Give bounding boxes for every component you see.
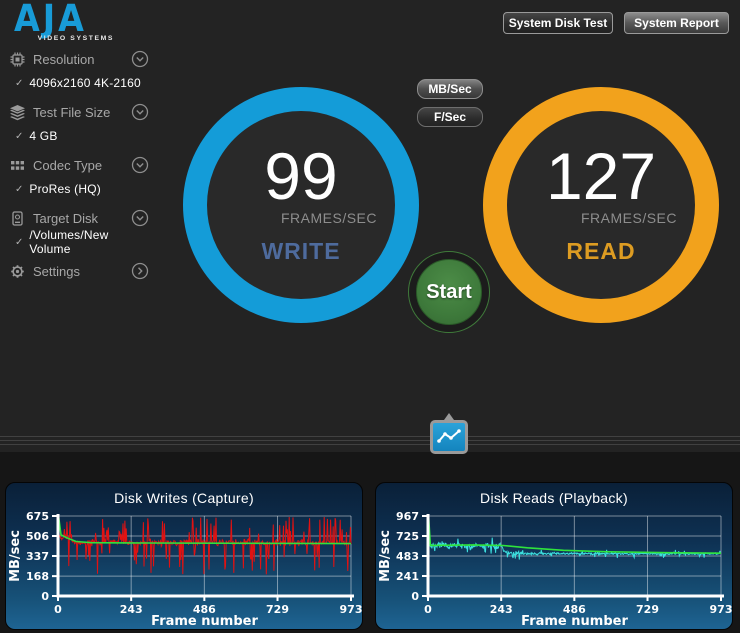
svg-text:506: 506: [26, 530, 49, 543]
svg-text:0: 0: [424, 603, 432, 616]
sidebar-item-label: Test File Size: [33, 104, 111, 120]
sidebar-item-test-file-size[interactable]: Test File Size: [9, 103, 149, 121]
sidebar-item-resolution[interactable]: Resolution: [9, 50, 149, 68]
checkmark-icon: ✓: [15, 236, 24, 248]
svg-text:Frame number: Frame number: [521, 614, 628, 629]
chip-icon: [9, 50, 29, 68]
f-per-sec-button[interactable]: F/Sec: [417, 107, 483, 127]
disk-writes-chart: 0 168 337 506 675 0 243 486 729 973 Frame number MB…: [8, 510, 363, 629]
disk-reads-chart: 0 241 483 725 967 0 243 486 729 973 Frame number MB…: [378, 510, 733, 629]
sidebar-item-target-disk[interactable]: Target Disk: [9, 209, 149, 227]
system-report-button[interactable]: System Report: [624, 12, 729, 34]
chevron-down-icon[interactable]: [131, 103, 149, 121]
read-gauge: 127 FRAMES/SEC READ: [483, 87, 719, 323]
svg-text:973: 973: [340, 603, 363, 616]
sidebar-item-label: Resolution: [33, 51, 95, 67]
svg-text:725: 725: [396, 530, 419, 543]
disk-reads-chart-title: Disk Reads (Playback): [480, 490, 628, 506]
svg-text:MB/sec: MB/sec: [8, 530, 23, 582]
chart-panel-toggle-button[interactable]: [430, 413, 468, 454]
target-disk-value: /Volumes/New Volume: [29, 228, 109, 256]
disk-icon: [9, 209, 29, 227]
svg-text:0: 0: [41, 590, 49, 603]
system-report-label: System Report: [634, 16, 719, 30]
disk-writes-chart-panel: Disk Writes (Capture) 0 168 337 506 675 0 243 4…: [5, 482, 363, 630]
chevron-down-icon[interactable]: [131, 50, 149, 68]
aja-logo-subtext: VIDEO SYSTEMS: [37, 35, 114, 42]
system-disk-test-button[interactable]: System Disk Test: [503, 12, 613, 34]
write-value: 99: [264, 139, 338, 213]
write-label: WRITE: [261, 238, 341, 264]
sidebar-item-label: Settings: [33, 263, 80, 279]
svg-text:483: 483: [396, 550, 419, 563]
disk-reads-chart-panel: Disk Reads (Playback) 0 241 483 725 967 0 243 4…: [375, 482, 733, 630]
svg-text:168: 168: [26, 570, 49, 583]
f-per-sec-label: F/Sec: [433, 110, 466, 124]
svg-text:729: 729: [636, 603, 659, 616]
chevron-down-icon[interactable]: [131, 156, 149, 174]
read-unit: FRAMES/SEC: [580, 210, 677, 226]
read-label: READ: [566, 238, 636, 264]
svg-text:675: 675: [26, 510, 49, 523]
start-button-label: Start: [426, 280, 472, 303]
read-value: 127: [545, 139, 657, 213]
sidebar-item-codec-type[interactable]: Codec Type: [9, 156, 149, 174]
resolution-value: 4096x2160 4K-2160: [29, 76, 141, 90]
section-divider: [0, 436, 740, 448]
svg-text:243: 243: [120, 603, 143, 616]
checkmark-icon: ✓: [15, 77, 24, 89]
gear-icon: [9, 262, 29, 280]
aja-logo-text: AJA: [14, 0, 87, 40]
svg-text:MB/sec: MB/sec: [378, 530, 393, 582]
start-button-face: Start: [416, 259, 482, 325]
system-disk-test-label: System Disk Test: [508, 16, 608, 30]
chevron-down-icon[interactable]: [131, 209, 149, 227]
aja-logo: AJA VIDEO SYSTEMS: [14, 0, 134, 42]
svg-text:0: 0: [54, 603, 62, 616]
sidebar: Resolution ✓ 4096x2160 4K-2160 Test File…: [9, 50, 149, 288]
svg-text:0: 0: [411, 590, 419, 603]
write-gauge: 99 FRAMES/SEC WRITE: [183, 87, 419, 323]
checkmark-icon: ✓: [15, 130, 24, 142]
sidebar-value-test-file-size[interactable]: ✓ 4 GB: [15, 129, 149, 143]
sidebar-item-label: Codec Type: [33, 157, 103, 173]
line-chart-icon: [433, 423, 465, 451]
svg-text:Frame number: Frame number: [151, 614, 258, 629]
chevron-right-icon[interactable]: [131, 262, 149, 280]
mb-per-sec-button[interactable]: MB/Sec: [417, 79, 483, 99]
svg-text:243: 243: [490, 603, 513, 616]
svg-text:967: 967: [396, 510, 419, 523]
disk-writes-chart-title: Disk Writes (Capture): [114, 490, 254, 506]
sidebar-value-codec-type[interactable]: ✓ ProRes (HQ): [15, 182, 149, 196]
svg-text:337: 337: [26, 550, 49, 563]
start-button[interactable]: Start: [408, 251, 490, 333]
svg-text:973: 973: [710, 603, 733, 616]
svg-text:486: 486: [193, 603, 216, 616]
write-unit: FRAMES/SEC: [280, 210, 377, 226]
svg-text:241: 241: [396, 570, 419, 583]
sidebar-item-label: Target Disk: [33, 210, 99, 226]
layers-icon: [9, 103, 29, 121]
sidebar-item-settings[interactable]: Settings: [9, 262, 149, 280]
sidebar-value-target-disk[interactable]: ✓ /Volumes/New Volume: [15, 228, 149, 256]
checkmark-icon: ✓: [15, 183, 24, 195]
mb-per-sec-label: MB/Sec: [428, 82, 472, 96]
test-file-size-value: 4 GB: [29, 129, 58, 143]
svg-text:486: 486: [563, 603, 586, 616]
codec-type-value: ProRes (HQ): [29, 182, 101, 196]
svg-text:729: 729: [266, 603, 289, 616]
sidebar-value-resolution[interactable]: ✓ 4096x2160 4K-2160: [15, 76, 149, 90]
grid-icon: [9, 156, 29, 174]
